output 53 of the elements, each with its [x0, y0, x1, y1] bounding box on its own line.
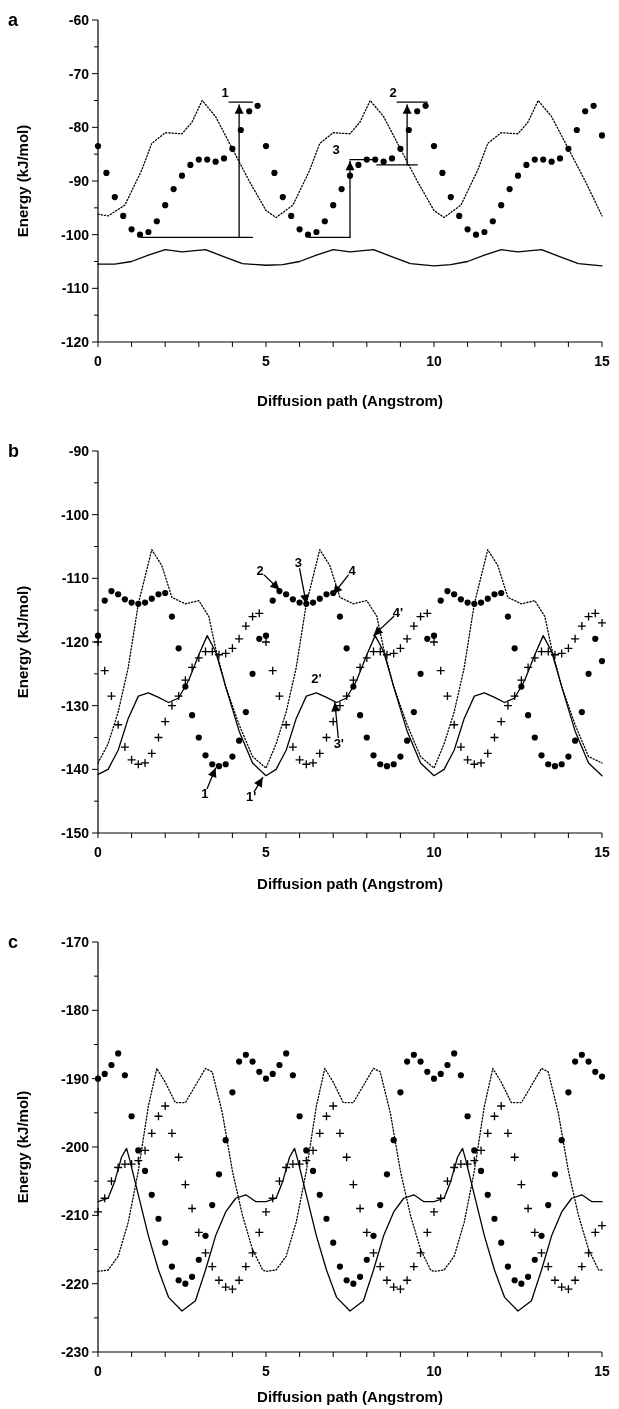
- chart-title: c: [8, 932, 19, 952]
- x-tick-label: 10: [426, 844, 442, 860]
- y-axis-title: Energy (kJ/mol): [13, 1090, 31, 1204]
- annotation: 1: [221, 85, 229, 101]
- y-tick-label: -230: [60, 1344, 90, 1360]
- y-tick-label: -150: [60, 825, 90, 841]
- x-tick-label: 0: [94, 1363, 103, 1379]
- x-axis-title: Diffusion path (Angstrom): [257, 875, 443, 892]
- y-tick-label: -190: [60, 1070, 90, 1087]
- x-tick-label: 15: [594, 844, 610, 860]
- y-tick-label: -90: [68, 173, 90, 189]
- annotation: 3': [333, 735, 344, 751]
- x-tick-label: 0: [94, 844, 103, 860]
- y-tick-label: -180: [60, 1002, 90, 1019]
- x-tick-label: 10: [426, 1363, 442, 1379]
- y-tick-label: -60: [68, 12, 90, 28]
- y-tick-label: -170: [60, 934, 90, 950]
- y-tick-label: -140: [60, 761, 90, 778]
- y-tick-label: -70: [68, 65, 90, 82]
- y-tick-label: -120: [60, 334, 90, 350]
- y-tick-label: -100: [60, 226, 90, 243]
- y-tick-label: -220: [60, 1275, 90, 1292]
- annotation: 3: [294, 555, 303, 571]
- annotation: 4': [392, 604, 404, 620]
- y-tick-label: -100: [60, 506, 90, 523]
- annotation: 2': [311, 671, 322, 687]
- x-axis-title: Diffusion path (Angstrom): [257, 1388, 443, 1405]
- y-tick-label: -200: [60, 1139, 90, 1155]
- x-tick-label: 5: [262, 353, 271, 369]
- y-axis-title: Energy (kJ/mol): [13, 585, 31, 699]
- annotation: 1': [245, 789, 257, 805]
- x-tick-label: 5: [262, 844, 271, 860]
- annotation: 1: [201, 786, 209, 802]
- y-tick-label: -110: [61, 280, 90, 297]
- annotation: 2: [256, 563, 264, 579]
- chart-title: a: [8, 10, 19, 30]
- y-tick-label: -120: [60, 634, 90, 650]
- y-tick-label: -90: [68, 443, 90, 459]
- x-tick-label: 5: [262, 1363, 271, 1379]
- x-tick-label: 0: [94, 353, 103, 369]
- y-tick-label: -80: [68, 119, 90, 136]
- x-axis-title: Diffusion path (Angstrom): [257, 392, 443, 409]
- x-tick-label: 15: [594, 1363, 610, 1379]
- y-tick-label: -110: [61, 570, 90, 587]
- y-axis-title: Energy (kJ/mol): [13, 124, 31, 238]
- x-tick-label: 15: [594, 353, 610, 369]
- y-tick-label: -130: [60, 697, 90, 714]
- annotation: 4: [348, 562, 357, 578]
- chart-title: b: [8, 441, 19, 461]
- y-tick-label: -210: [60, 1207, 90, 1224]
- annotation: 2: [389, 85, 397, 101]
- annotation: 3: [332, 141, 340, 157]
- x-tick-label: 10: [426, 353, 442, 369]
